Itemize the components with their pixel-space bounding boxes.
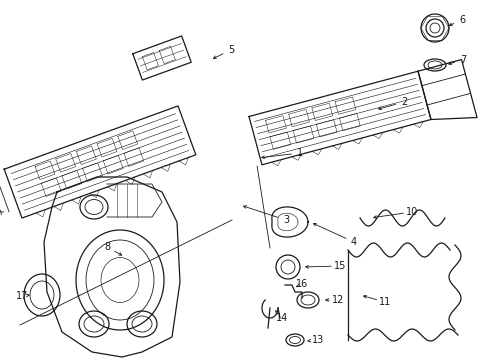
Text: 6: 6 <box>458 15 464 25</box>
Text: 10: 10 <box>405 207 417 217</box>
Text: 11: 11 <box>378 297 390 307</box>
Text: 15: 15 <box>333 261 346 271</box>
Text: 13: 13 <box>311 335 324 345</box>
Text: 16: 16 <box>295 279 307 289</box>
Text: 5: 5 <box>227 45 234 55</box>
Text: 12: 12 <box>331 295 344 305</box>
Text: 4: 4 <box>350 237 356 247</box>
Text: 14: 14 <box>275 313 287 323</box>
Text: 17: 17 <box>16 291 28 301</box>
Text: 3: 3 <box>283 215 288 225</box>
Text: 1: 1 <box>296 148 303 158</box>
Text: 7: 7 <box>459 55 465 65</box>
Text: 8: 8 <box>104 242 110 252</box>
Text: 2: 2 <box>400 97 407 107</box>
